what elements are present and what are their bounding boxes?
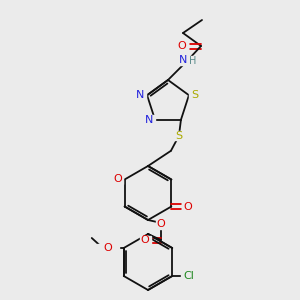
Text: N: N [136,90,144,100]
Text: H: H [189,56,197,66]
Text: O: O [141,235,149,245]
Bar [155,220,167,229]
Text: N: N [145,115,153,125]
Text: O: O [157,219,165,229]
Text: N: N [179,55,187,65]
Bar [181,272,197,280]
Bar [140,236,151,244]
Bar [173,131,185,140]
Bar [177,56,195,64]
Text: S: S [176,131,182,141]
Bar [112,175,123,184]
Text: O: O [178,41,186,51]
Text: Cl: Cl [184,271,195,281]
Bar [97,244,119,253]
Text: O: O [113,175,122,184]
Bar [176,41,188,50]
Bar [189,91,201,100]
Bar [182,202,193,211]
Text: O: O [183,202,192,212]
Bar [143,115,155,124]
Bar [134,91,146,100]
Text: S: S [191,90,199,100]
Text: O: O [103,243,112,253]
